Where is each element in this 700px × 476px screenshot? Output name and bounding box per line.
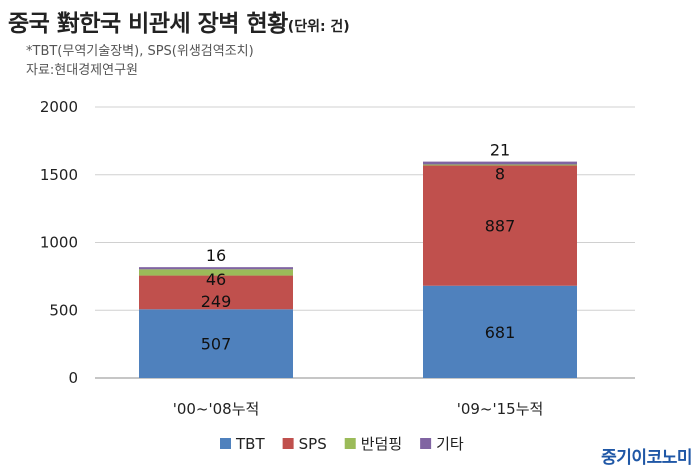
x-tick-label: '00~'08누적 <box>173 400 260 418</box>
data-label: 681 <box>485 323 516 342</box>
y-tick-label: 1000 <box>40 234 78 252</box>
chart-title: 중국 對한국 비관세 장벽 현황 <box>8 11 288 37</box>
bar-segment <box>139 309 293 378</box>
data-label: 8 <box>495 165 505 184</box>
legend-swatch <box>344 438 356 449</box>
chart-source: 자료:현대경제연구원 <box>26 63 139 78</box>
bar-segment <box>423 161 577 165</box>
bar-segment <box>139 275 293 310</box>
legend-label: 반덤핑 <box>361 435 402 453</box>
chart-unit: (단위: 건) <box>287 19 350 35</box>
x-tick-label: '09~'15누적 <box>457 400 544 418</box>
data-label: 887 <box>485 217 516 236</box>
bar-segment <box>139 267 293 270</box>
y-tick-label: 1500 <box>40 166 78 184</box>
data-label: 16 <box>206 246 226 265</box>
bar-segment <box>423 164 577 166</box>
data-label: 46 <box>206 270 226 289</box>
legend-swatch <box>220 438 231 449</box>
bar-segment <box>423 165 577 286</box>
chart-title-block: 중국 對한국 비관세 장벽 현황(단위: 건) <box>8 4 350 38</box>
bar-segment <box>423 285 577 378</box>
bar-segment <box>139 269 293 276</box>
y-tick-label: 0 <box>68 369 78 387</box>
data-label: 507 <box>201 335 232 354</box>
y-tick-label: 500 <box>49 301 78 319</box>
legend-label: SPS <box>299 435 327 453</box>
brand-logo: 중기이코노미 <box>601 448 692 468</box>
legend-label: TBT <box>235 435 265 453</box>
legend-swatch <box>282 438 294 449</box>
chart-note: *TBT(무역기술장벽), SPS(위생검역조치) <box>26 44 254 59</box>
data-label: 21 <box>490 141 510 160</box>
y-tick-label: 2000 <box>40 98 78 116</box>
legend-label: 기타 <box>436 435 464 453</box>
data-label: 249 <box>201 292 232 311</box>
legend-swatch <box>420 438 432 449</box>
